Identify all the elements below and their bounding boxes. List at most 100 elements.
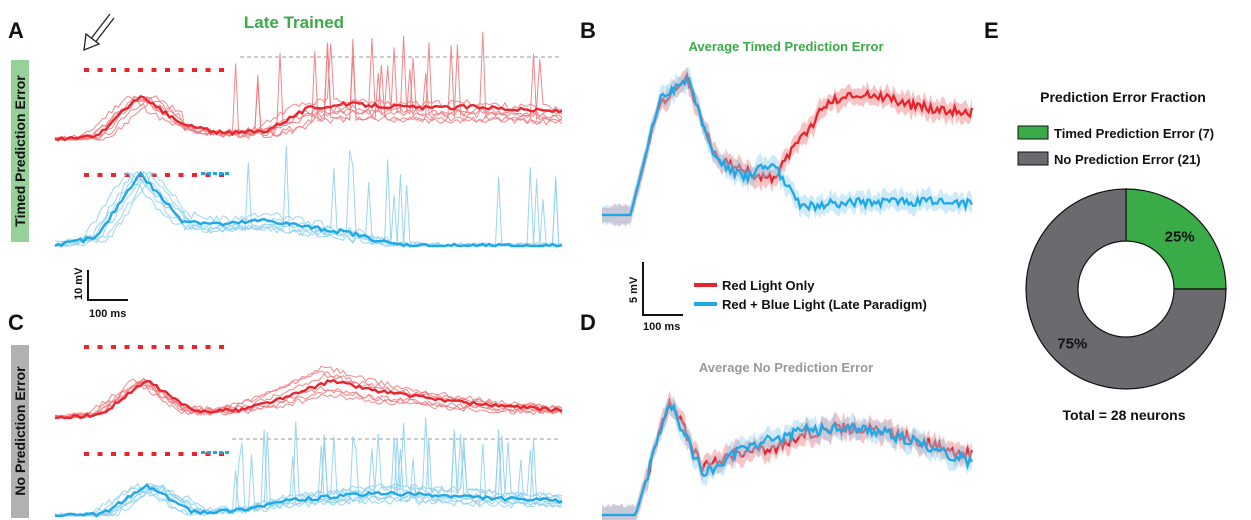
traces-c-blue (54, 416, 563, 518)
stimulus-dot-red (219, 345, 224, 349)
stimulus-dot-red (192, 68, 197, 72)
side-label-none: No Prediction Error (12, 366, 28, 496)
legend: Red Light Only Red + Blue Light (Late Pa… (694, 278, 927, 312)
scalebar-b-h: 100 ms (643, 321, 680, 333)
stimulus-dot-red (84, 173, 89, 177)
stimulus-dot-red (138, 452, 143, 456)
stimulus-dot-red (111, 68, 116, 72)
error-band (602, 67, 972, 227)
series-line (602, 71, 974, 217)
scalebar-a-v: 10 mV (73, 267, 85, 300)
stimulus-dot-red (124, 173, 130, 177)
electrode-icon (83, 13, 115, 52)
stimulus-dot-red (97, 345, 103, 349)
trial-trace (54, 437, 563, 517)
stimulus-dot-blue (201, 172, 205, 175)
scalebar-b: 5 mV 100 ms (628, 262, 683, 333)
stimulus-dot-red (151, 452, 157, 456)
stimulus-dot-red (165, 345, 170, 349)
stimulus-dot-red (138, 345, 143, 349)
stimulus-dot-blue (213, 172, 217, 175)
error-band (602, 394, 972, 520)
stimulus-dot-blue (213, 451, 217, 454)
trial-trace (54, 167, 563, 247)
stimulus-dot-red (111, 173, 116, 177)
side-label-none-bg (11, 345, 29, 518)
stimulus-dot-red (124, 345, 130, 349)
stimulus-dot-blue (219, 451, 223, 454)
stimulus-dot-red (138, 173, 143, 177)
donut-slice-label: 75% (1057, 336, 1087, 353)
stimulus-dot-red (165, 173, 170, 177)
stimulus-dot-blue (225, 451, 229, 454)
stimulus-dot-red (84, 345, 89, 349)
donut-chart: 25% 75% (1025, 188, 1227, 390)
stimulus-dot-red (178, 345, 184, 349)
stimulus-dot-blue (207, 451, 211, 454)
series-line (602, 402, 974, 517)
trial-trace (54, 429, 563, 517)
stimulus-dot-red (97, 173, 103, 177)
trial-trace (54, 31, 563, 141)
stimulus-dot-red (151, 345, 157, 349)
stimulus-dot-red (219, 68, 224, 72)
legend-e-timed-label: Timed Prediction Error (7) (1054, 126, 1214, 141)
stimulus-dot-red (138, 68, 143, 72)
chart-e-total: Total = 28 neurons (1062, 407, 1185, 423)
trial-trace (55, 43, 563, 141)
legend-blue-label: Red + Blue Light (Late Paradigm) (722, 297, 927, 312)
traces-a-red (54, 31, 563, 142)
scalebar-b-v: 5 mV (628, 276, 640, 303)
mean-trace (54, 378, 563, 420)
stimulus-dot-red (178, 68, 184, 72)
panel-label-a: A (8, 18, 24, 43)
stimulus-dot-red (165, 68, 170, 72)
stimulus-dot-red (151, 68, 157, 72)
chart-b (602, 66, 974, 227)
mean-trace (54, 483, 563, 518)
chart-b-title: Average Timed Prediction Error (688, 39, 883, 54)
trial-trace (54, 171, 563, 247)
stimulus-dot-red (165, 452, 170, 456)
stimulus-dot-red (84, 68, 89, 72)
error-band (602, 390, 972, 520)
panel-label-d: D (580, 310, 596, 335)
chart-d-title: Average No Prediction Error (699, 360, 873, 375)
panel-label-c: C (8, 310, 24, 335)
stimulus-dot-blue (207, 172, 211, 175)
scalebar-a: 10 mV 100 ms (73, 267, 128, 320)
side-label-timed-bg (11, 60, 29, 242)
trial-trace (55, 429, 563, 517)
trial-trace (54, 146, 563, 247)
stimulus-dot-red (178, 452, 184, 456)
trial-trace (54, 380, 563, 419)
stimulus-dot-red (192, 173, 197, 177)
stimulus-dot-red (97, 452, 103, 456)
chart-e-title: Prediction Error Fraction (1040, 89, 1206, 105)
stimulus-dot-blue (225, 172, 229, 175)
legend-e-none-label: No Prediction Error (21) (1054, 152, 1201, 167)
stimulus-dot-red (205, 68, 211, 72)
panel-label-b: B (580, 18, 596, 43)
stimulus-dot-red (111, 345, 116, 349)
stimulus-markers (84, 68, 229, 456)
traces-c-red (54, 365, 563, 420)
stimulus-dot-blue (219, 172, 223, 175)
stimulus-dot-red (124, 68, 130, 72)
chart-d (602, 390, 974, 520)
stimulus-dot-red (178, 173, 184, 177)
legend-e-none-swatch (1017, 151, 1049, 166)
trial-trace (54, 162, 562, 247)
donut-slice (1025, 188, 1227, 390)
traces-a-blue (54, 146, 563, 248)
trial-trace (54, 150, 563, 247)
error-band (602, 66, 972, 227)
stimulus-dot-red (124, 452, 130, 456)
stimulus-dot-red (111, 452, 116, 456)
stimulus-dot-red (151, 173, 157, 177)
stimulus-dot-red (205, 345, 211, 349)
series-line (602, 77, 973, 217)
panel-label-e: E (984, 18, 999, 43)
donut-slice-label: 25% (1165, 228, 1195, 245)
